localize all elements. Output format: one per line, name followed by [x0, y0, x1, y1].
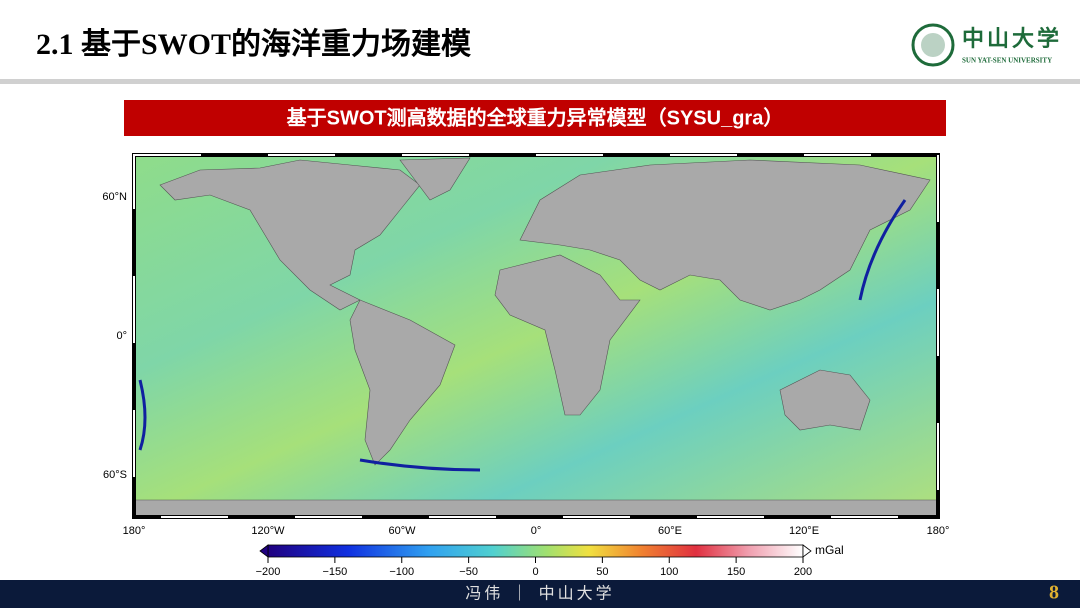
slide-title: 2.1 基于SWOT的海洋重力场建模	[36, 28, 471, 61]
map	[132, 153, 940, 519]
lat-label: 60°N	[102, 191, 127, 203]
header-rule	[0, 79, 1080, 84]
trench	[138, 199, 907, 472]
colorbar-tick-label: 200	[794, 566, 812, 578]
lon-label: 180°	[927, 525, 950, 537]
lon-label: 120°W	[251, 525, 285, 537]
lon-label: 180°	[123, 525, 146, 537]
colorbar-arrow-high	[802, 544, 812, 558]
lon-label: 0°	[531, 525, 542, 537]
colorbar-tick-label: 100	[660, 566, 678, 578]
footer-text: 冯伟 ｜ 中山大学	[465, 584, 614, 603]
lat-label: 0°	[116, 330, 127, 342]
colorbar-unit: mGal	[815, 543, 844, 557]
colorbar-tick-label: 50	[596, 566, 608, 578]
lon-label: 120°E	[789, 525, 819, 537]
colorbar-tick-label: 0	[532, 566, 538, 578]
map-frame-ticks	[133, 154, 939, 518]
logo-text: 中山大学	[962, 26, 1062, 52]
page-number: 8	[1049, 582, 1059, 604]
colorbar-tick-label: −150	[322, 566, 347, 578]
colorbar-tick-label: −50	[459, 566, 478, 578]
logo-subtext: SUN YAT-SEN UNIVERSITY	[962, 57, 1052, 65]
colorbar-tick-label: −100	[389, 566, 414, 578]
colorbar	[267, 544, 804, 558]
colorbar-arrow-low	[259, 544, 269, 558]
colorbar-tick-label: −200	[256, 566, 281, 578]
footer-band	[0, 580, 1080, 608]
colorbar-tick-label: 150	[727, 566, 745, 578]
logo-emblem	[911, 23, 955, 67]
lon-label: 60°W	[388, 525, 416, 537]
banner	[124, 100, 946, 136]
lon-label: 60°E	[658, 525, 682, 537]
lat-label: 60°S	[103, 469, 127, 481]
logo-emblem-inner	[921, 33, 945, 57]
banner-text: 基于SWOT测高数据的全球重力异常模型（SYSU_gra）	[287, 105, 784, 129]
